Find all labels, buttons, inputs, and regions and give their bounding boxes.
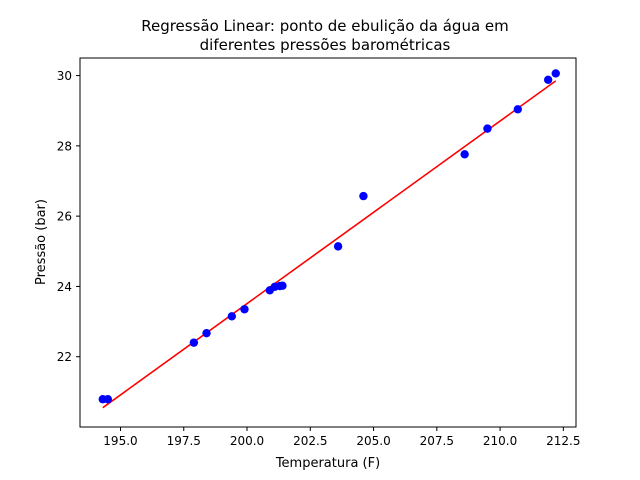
y-tick-label-0: 22 <box>57 350 72 364</box>
data-point-9 <box>276 282 284 290</box>
chart-title-line-2: diferentes pressões barométricas <box>200 36 451 54</box>
chart-title: Regressão Linear: ponto de ebulição da á… <box>141 17 509 54</box>
y-tick-label-2: 26 <box>57 210 72 224</box>
y-axis-label: Pressão (bar) <box>34 199 49 285</box>
x-axis-label: Temperatura (F) <box>275 456 380 471</box>
chart-title-line-1: Regressão Linear: ponto de ebulição da á… <box>141 17 509 35</box>
x-tick-label-2: 200.0 <box>230 434 264 448</box>
data-point-1 <box>104 395 112 403</box>
x-tick-label-0: 195.0 <box>103 434 137 448</box>
y-tick-label-4: 30 <box>57 69 72 83</box>
data-point-4 <box>228 312 236 320</box>
data-point-15 <box>544 76 552 84</box>
data-point-16 <box>552 69 560 77</box>
x-tick-label-7: 212.5 <box>546 434 580 448</box>
data-point-5 <box>240 305 248 313</box>
data-point-13 <box>483 124 491 132</box>
x-axis-ticks: 195.0 197.5 200.0 202.5 205.0 207.5 210.0 212.5 <box>103 427 580 448</box>
x-tick-label-6: 210.0 <box>483 434 517 448</box>
y-tick-label-3: 28 <box>57 139 72 153</box>
plot-area <box>80 58 576 427</box>
scatter-points-layer <box>99 69 560 403</box>
y-tick-label-1: 24 <box>57 280 72 294</box>
data-point-2 <box>190 338 198 346</box>
x-tick-label-4: 205.0 <box>356 434 390 448</box>
data-point-14 <box>514 105 522 113</box>
y-axis-ticks: 22 24 26 28 30 <box>57 69 80 364</box>
x-tick-label-3: 202.5 <box>293 434 327 448</box>
axes-frame <box>80 58 576 427</box>
x-tick-label-5: 207.5 <box>420 434 454 448</box>
data-point-3 <box>202 329 210 337</box>
x-tick-label-1: 197.5 <box>167 434 201 448</box>
data-point-11 <box>359 192 367 200</box>
data-point-10 <box>334 242 342 250</box>
data-point-12 <box>460 150 468 158</box>
